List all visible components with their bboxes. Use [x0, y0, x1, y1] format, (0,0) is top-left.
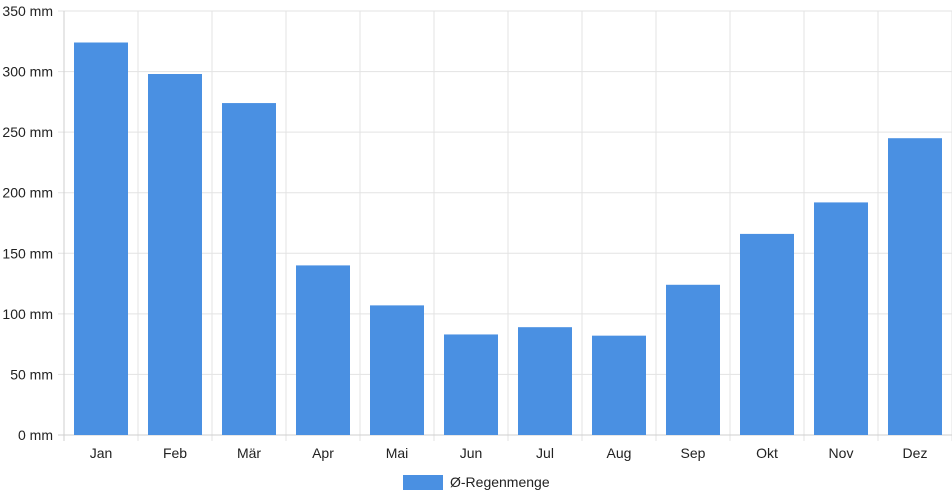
y-tick-label: 50 mm	[10, 366, 53, 382]
x-tick-labels: Jan Feb Mär Apr Mai Jun Jul Aug Sep Okt Nov Dez	[90, 445, 928, 461]
bar-mai[interactable]	[370, 305, 424, 435]
bar-jul[interactable]	[518, 327, 572, 435]
y-tick-label: 300 mm	[2, 64, 53, 80]
bar-nov[interactable]	[814, 202, 868, 435]
x-tick-label: Nov	[829, 445, 854, 461]
y-tick-label: 200 mm	[2, 185, 53, 201]
x-tick-label: Jan	[90, 445, 113, 461]
y-tick-label: 150 mm	[2, 245, 53, 261]
bar-jun[interactable]	[444, 334, 498, 435]
bar-mär[interactable]	[222, 103, 276, 435]
y-tick-label: 250 mm	[2, 124, 53, 140]
bar-aug[interactable]	[592, 335, 646, 435]
x-tick-label: Dez	[903, 445, 928, 461]
legend-label: Ø-Regenmenge	[450, 474, 550, 490]
bar-sep[interactable]	[666, 284, 720, 435]
legend[interactable]: Ø-Regenmenge	[403, 474, 550, 490]
x-tick-label: Feb	[163, 445, 187, 461]
bar-dez[interactable]	[888, 138, 942, 435]
y-tick-labels: 0 mm 50 mm 100 mm 150 mm 200 mm 250 mm 300 mm 3…	[2, 3, 53, 443]
bar-feb[interactable]	[148, 73, 202, 435]
x-tick-label: Mär	[237, 445, 261, 461]
y-tick-label: 100 mm	[2, 306, 53, 322]
x-tick-label: Jul	[536, 445, 554, 461]
grid-lines	[58, 10, 952, 441]
x-tick-label: Sep	[681, 445, 706, 461]
legend-swatch	[403, 475, 443, 490]
x-tick-label: Jun	[460, 445, 483, 461]
y-tick-label: 350 mm	[2, 3, 53, 19]
y-tick-label: 0 mm	[18, 427, 53, 443]
x-tick-label: Mai	[386, 445, 409, 461]
bars	[74, 42, 942, 436]
x-tick-label: Apr	[312, 445, 334, 461]
x-tick-label: Aug	[607, 445, 632, 461]
axes	[58, 11, 952, 441]
x-tick-label: Okt	[756, 445, 778, 461]
bar-jan[interactable]	[74, 42, 128, 436]
bar-okt[interactable]	[740, 233, 794, 435]
bar-apr[interactable]	[296, 265, 350, 435]
